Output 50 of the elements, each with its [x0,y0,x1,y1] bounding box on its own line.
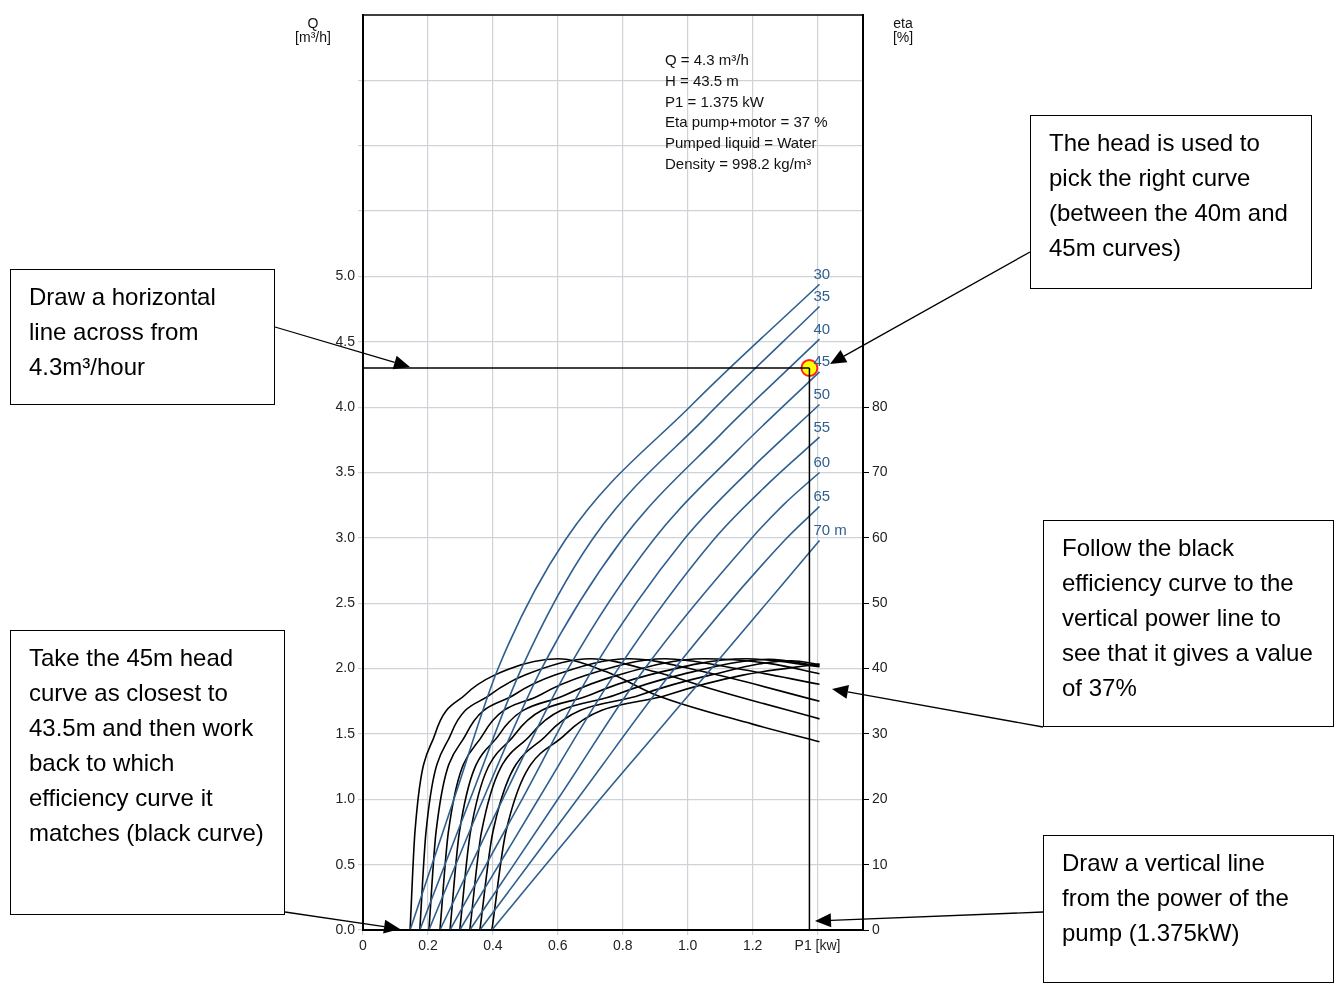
y-tick-label: 1.0 [335,790,356,807]
x-tick-label: 1.0 [677,937,698,954]
y2-tick-label: 0 [872,920,880,937]
y-tick-label: 3.5 [335,463,356,480]
y-tick-label: 4.0 [335,398,356,414]
y2-tick-label: 40 [872,659,888,676]
series-label: 30 [813,264,831,282]
series-label: 70 m [813,521,847,539]
series-label: 55 [813,417,831,435]
y-tick-label: 0.5 [335,855,356,872]
annotation: Q = 4.3 m³/h [665,50,750,70]
y2-tick-label: 30 [872,724,888,741]
annotation: Density = 998.2 kg/m³ [665,154,813,174]
y-tick-label: 5.0 [335,267,356,284]
x-tick-label: 0.8 [613,937,633,954]
y-tick-label: 1.5 [335,724,356,741]
y-tick-label: 3.0 [335,528,356,545]
text: Draw a horizontal line across from 4.3m³/hour [10,269,275,405]
series-label: 35 [813,287,831,305]
text: Take the 45m head curve as closest to 43.5m and then work back to which efficiency curve it matches (black curve) [10,630,285,915]
annotation: Pumped liquid = Water [665,133,818,154]
annotation: H = 43.5 m [665,70,740,91]
y2-tick-label: 80 [872,398,888,414]
y2-tick-label: 10 [872,855,888,872]
text: Draw a vertical line from the power of the pump (1.375kW) [1043,835,1334,983]
annotation: P1 = 1.375 kW [665,91,765,112]
series-label: 60 [813,453,831,471]
y2-axis-title: eta [%] [891,15,915,45]
text: The head is used to pick the right curve (between the 40m and 45m curves) [1030,115,1312,289]
y-axis-title: Q [m³/h] [294,15,332,45]
y-tick-label: 2.0 [335,659,356,676]
y-tick-label: 4.5 [335,332,356,349]
x-tick-label: 0.4 [483,937,503,954]
text: Follow the black efficiency curve to the vertical power line to see that it gives a value of 37% [1043,520,1334,727]
series-label: 65 [813,487,831,505]
x-tick-label: 0 [359,937,368,954]
annotation: Eta pump+motor = 37 % [665,112,828,133]
x-tick-label: 0.6 [548,937,568,954]
series-label: 40 [813,319,831,337]
y2-tick-label: 50 [872,594,888,611]
series-label: 50 [813,385,831,403]
y2-tick-label: 20 [872,790,888,807]
series-label: 45 [813,352,831,370]
y-tick-label: 2.5 [335,594,356,611]
y-tick-label: 0.0 [335,920,356,937]
x-tick-label: 1.2 [742,937,763,954]
y2-tick-label: 60 [872,528,888,545]
x-tick-label: 0.2 [418,937,438,954]
x-tick-label: P1 [kw] [794,937,841,954]
y2-tick-label: 70 [872,463,888,480]
